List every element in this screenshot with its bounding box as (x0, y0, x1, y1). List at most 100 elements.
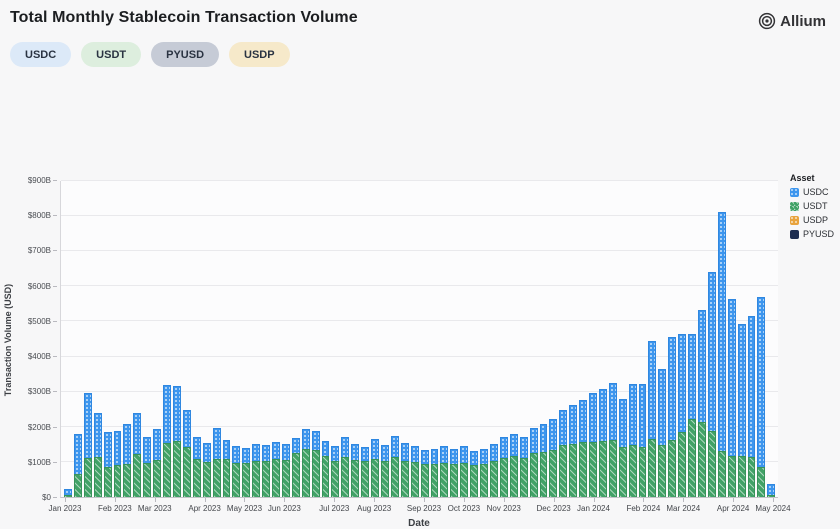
bar-week-25[interactable] (301, 181, 310, 497)
bar-week-28[interactable] (331, 181, 340, 497)
bar-week-35[interactable] (400, 181, 409, 497)
bar-week-15[interactable] (202, 181, 211, 497)
bar-week-54[interactable] (589, 181, 597, 497)
filter-chip-usdc[interactable]: USDC (10, 42, 72, 67)
bar-week-62[interactable] (668, 181, 677, 497)
bar-week-3[interactable] (83, 181, 92, 497)
filter-chip-pyusd[interactable]: PYUSD (151, 42, 220, 67)
bar-week-60[interactable] (648, 181, 657, 497)
bar-week-17[interactable] (222, 181, 231, 497)
bar-segment-usdc (589, 393, 597, 442)
bar-week-4[interactable] (93, 181, 102, 497)
bar-week-68[interactable] (727, 181, 736, 497)
bar-week-64[interactable] (688, 181, 696, 497)
bar-week-37[interactable] (420, 181, 429, 497)
bar-week-23[interactable] (281, 181, 290, 497)
bar-week-71[interactable] (757, 181, 766, 497)
legend-item-usdp[interactable]: USDP (790, 215, 834, 225)
bar-week-42[interactable] (470, 181, 479, 497)
bar-week-52[interactable] (569, 181, 578, 497)
bar-week-38[interactable] (430, 181, 439, 497)
bar-week-14[interactable] (192, 181, 201, 497)
bar-week-51[interactable] (559, 181, 568, 497)
bar-week-46[interactable] (509, 181, 518, 497)
bar-week-29[interactable] (341, 181, 350, 497)
bar-week-36[interactable] (410, 181, 419, 497)
bar-week-39[interactable] (440, 181, 449, 497)
bar-week-9[interactable] (143, 181, 152, 497)
bar-week-32[interactable] (371, 181, 379, 497)
bar-week-31[interactable] (361, 181, 370, 497)
plot-area (60, 180, 778, 498)
bar-week-30[interactable] (351, 181, 360, 497)
bar-week-5[interactable] (103, 181, 112, 497)
legend-item-usdc[interactable]: USDC (790, 187, 834, 197)
bar-week-49[interactable] (539, 181, 548, 497)
y-tick-label: $200B (27, 422, 51, 432)
bar-week-16[interactable] (212, 181, 221, 497)
bar-week-2[interactable] (73, 181, 82, 497)
bar-segment-usdt (202, 461, 211, 497)
bar-week-59[interactable] (638, 181, 647, 497)
y-tick-mark (53, 285, 57, 287)
bar-week-34[interactable] (390, 181, 399, 497)
bar-segment-usdt (737, 455, 746, 497)
bar-segment-usdc (549, 419, 558, 450)
bar-week-57[interactable] (618, 181, 627, 497)
bar-week-6[interactable] (113, 181, 122, 497)
usdp-swatch-icon (790, 215, 799, 225)
bar-segment-usdt (123, 463, 132, 497)
bar-week-24[interactable] (291, 181, 300, 497)
bar-week-20[interactable] (252, 181, 261, 497)
bar-week-21[interactable] (262, 181, 271, 497)
bar-week-13[interactable] (182, 181, 191, 497)
bar-week-48[interactable] (529, 181, 538, 497)
bar-week-53[interactable] (579, 181, 588, 497)
bar-segment-usdt (470, 465, 479, 497)
bar-segment-usdt (480, 464, 488, 497)
bar-week-61[interactable] (658, 181, 667, 497)
legend-item-usdt[interactable]: USDT (790, 201, 834, 211)
bar-week-69[interactable] (737, 181, 746, 497)
bar-week-33[interactable] (381, 181, 389, 497)
bar-week-50[interactable] (549, 181, 558, 497)
bar-week-43[interactable] (480, 181, 488, 497)
bar-week-67[interactable] (717, 181, 726, 497)
bar-week-19[interactable] (242, 181, 251, 497)
bar-week-10[interactable] (153, 181, 162, 497)
bar-week-27[interactable] (321, 181, 330, 497)
bar-week-63[interactable] (678, 181, 687, 497)
bar-week-26[interactable] (311, 181, 320, 497)
bar-segment-usdt (321, 455, 330, 497)
bar-week-45[interactable] (499, 181, 508, 497)
filter-chip-usdp[interactable]: USDP (229, 42, 290, 67)
bar-week-44[interactable] (489, 181, 498, 497)
filter-chip-usdt[interactable]: USDT (81, 42, 142, 67)
bar-week-22[interactable] (272, 181, 280, 497)
x-tick-mark (503, 498, 505, 502)
bar-week-41[interactable] (460, 181, 469, 497)
bar-week-70[interactable] (747, 181, 756, 497)
bar-week-40[interactable] (450, 181, 459, 497)
bar-week-7[interactable] (123, 181, 132, 497)
bar-week-56[interactable] (608, 181, 617, 497)
bar-week-1[interactable] (64, 181, 72, 497)
bar-week-47[interactable] (519, 181, 528, 497)
bar-week-55[interactable] (598, 181, 607, 497)
bar-week-11[interactable] (163, 181, 171, 497)
bar-segment-usdc (143, 437, 152, 463)
bar-segment-usdc (519, 437, 528, 458)
bar-segment-usdc (460, 446, 469, 463)
bar-week-65[interactable] (698, 181, 706, 497)
x-tick-mark (733, 498, 735, 502)
bar-segment-usdt (688, 419, 696, 497)
bar-week-8[interactable] (133, 181, 142, 497)
bar-week-66[interactable] (707, 181, 716, 497)
bar-week-72[interactable] (767, 181, 776, 497)
x-tick-label: Oct 2023 (447, 504, 481, 513)
bar-week-58[interactable] (628, 181, 637, 497)
bar-segment-usdc (311, 431, 320, 451)
legend-item-pyusd[interactable]: PYUSD (790, 229, 834, 239)
bar-week-18[interactable] (232, 181, 241, 497)
bar-week-12[interactable] (172, 181, 181, 497)
